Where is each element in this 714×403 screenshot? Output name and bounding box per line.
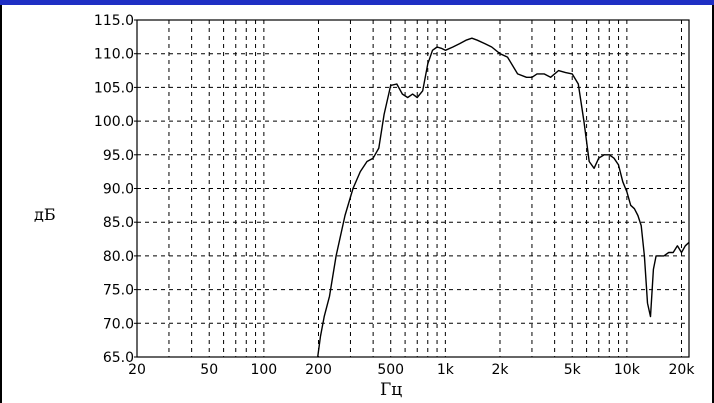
y-tick-label: 95.0 bbox=[103, 148, 134, 164]
x-tick-label: 200 bbox=[305, 362, 332, 378]
y-tick-label: 105.0 bbox=[94, 80, 134, 96]
y-tick-label: 110.0 bbox=[94, 47, 134, 63]
y-tick-label: 115.0 bbox=[94, 13, 134, 29]
series-layer bbox=[317, 37, 690, 358]
y-tick-label: 85.0 bbox=[103, 215, 134, 231]
y-tick-label: 70.0 bbox=[103, 316, 134, 332]
plot-border bbox=[136, 19, 690, 358]
x-axis-label: Гц bbox=[380, 380, 403, 400]
x-tick-label: 2k bbox=[491, 362, 509, 378]
grid-layer bbox=[137, 20, 689, 357]
y-tick-label: 80.0 bbox=[103, 249, 134, 265]
window-frame-right bbox=[712, 5, 714, 403]
x-tick-label: 20k bbox=[669, 362, 696, 378]
y-tick-label: 90.0 bbox=[103, 182, 134, 198]
x-tick-label: 10k bbox=[614, 362, 641, 378]
x-tick-label: 500 bbox=[377, 362, 404, 378]
y-tick-labels: 65.0 70.0 75.0 80.0 85.0 90.0 95.0 100.0 105.0 11… bbox=[94, 13, 137, 366]
y-axis-label: дБ bbox=[34, 205, 56, 224]
x-tick-label: 5k bbox=[564, 362, 582, 378]
frequency-response-line bbox=[317, 37, 690, 358]
x-tick-labels: 20 50 100 200 500 1k 2k 5k 10k 20k bbox=[128, 362, 695, 378]
title-bar bbox=[0, 0, 714, 5]
y-tick-label: 100.0 bbox=[94, 114, 134, 130]
y-tick-label: 75.0 bbox=[103, 283, 134, 299]
x-tick-label: 100 bbox=[250, 362, 277, 378]
x-tick-label: 1k bbox=[437, 362, 455, 378]
x-tick-label: 20 bbox=[128, 362, 146, 378]
window-frame-left bbox=[0, 5, 2, 403]
y-tick-label: 65.0 bbox=[103, 350, 134, 366]
x-tick-label: 50 bbox=[200, 362, 218, 378]
